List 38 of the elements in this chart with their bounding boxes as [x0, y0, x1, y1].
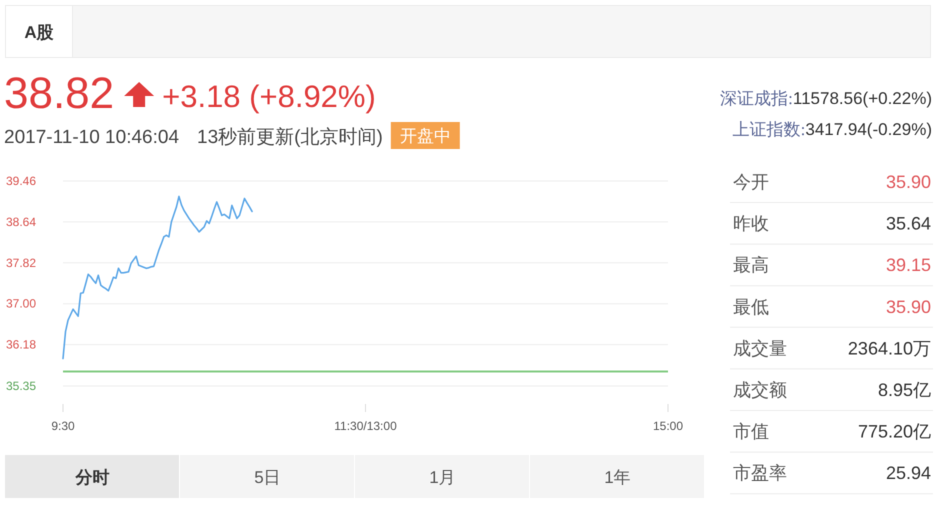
y-tick-label: 35.35 — [6, 379, 36, 393]
category-label: 5日 — [254, 468, 281, 487]
text: 深证成指:11578.56(+0.22%) — [720, 89, 932, 108]
text: 35.90 — [886, 296, 931, 317]
y-tick-label: 39.46 — [6, 174, 36, 188]
y-tick-label: 36.18 — [6, 338, 36, 352]
y-tick-label: 37.82 — [6, 256, 36, 270]
text: +3.18 (+8.92%) — [162, 79, 376, 114]
text: 775.20亿 — [858, 422, 931, 442]
y-tick-label: 37.00 — [6, 296, 36, 311]
x-tick-label: 15:00 — [652, 419, 684, 433]
x-tick-label: 9:30 — [51, 419, 75, 433]
category-label: 1月 — [429, 468, 456, 487]
text: 25.94 — [886, 463, 931, 484]
text: 39.15 — [886, 255, 931, 276]
category-label: 成交额 — [733, 380, 787, 400]
y-tick-label: 38.64 — [6, 214, 36, 229]
text: 35.64 — [886, 214, 931, 234]
line-series — [62, 196, 253, 360]
category-label: 今开 — [733, 172, 769, 192]
text: 上证指数:3417.94(-0.29%) — [732, 120, 932, 139]
category-label: 昨收 — [733, 214, 769, 234]
text: A股 — [24, 23, 55, 42]
category-label: 最低 — [733, 296, 769, 317]
text: 2017-11-10 10:46:04 — [4, 127, 180, 148]
text: 2364.10万 — [848, 338, 931, 358]
text: 13秒前更新(北京时间) — [197, 126, 383, 148]
category-label: 分时 — [74, 468, 110, 487]
category-label: 市值 — [733, 422, 769, 442]
category-label: 最高 — [733, 255, 769, 276]
text: 35.90 — [886, 172, 931, 192]
category-label: 成交量 — [733, 338, 787, 358]
category-label: 市盈率 — [733, 463, 787, 484]
text: 开盘中 — [400, 126, 451, 146]
x-tick-label: 11:30/13:00 — [334, 419, 398, 433]
text: 38.82 — [4, 69, 114, 118]
text: 8.95亿 — [878, 380, 931, 400]
category-label: 1年 — [604, 468, 631, 487]
